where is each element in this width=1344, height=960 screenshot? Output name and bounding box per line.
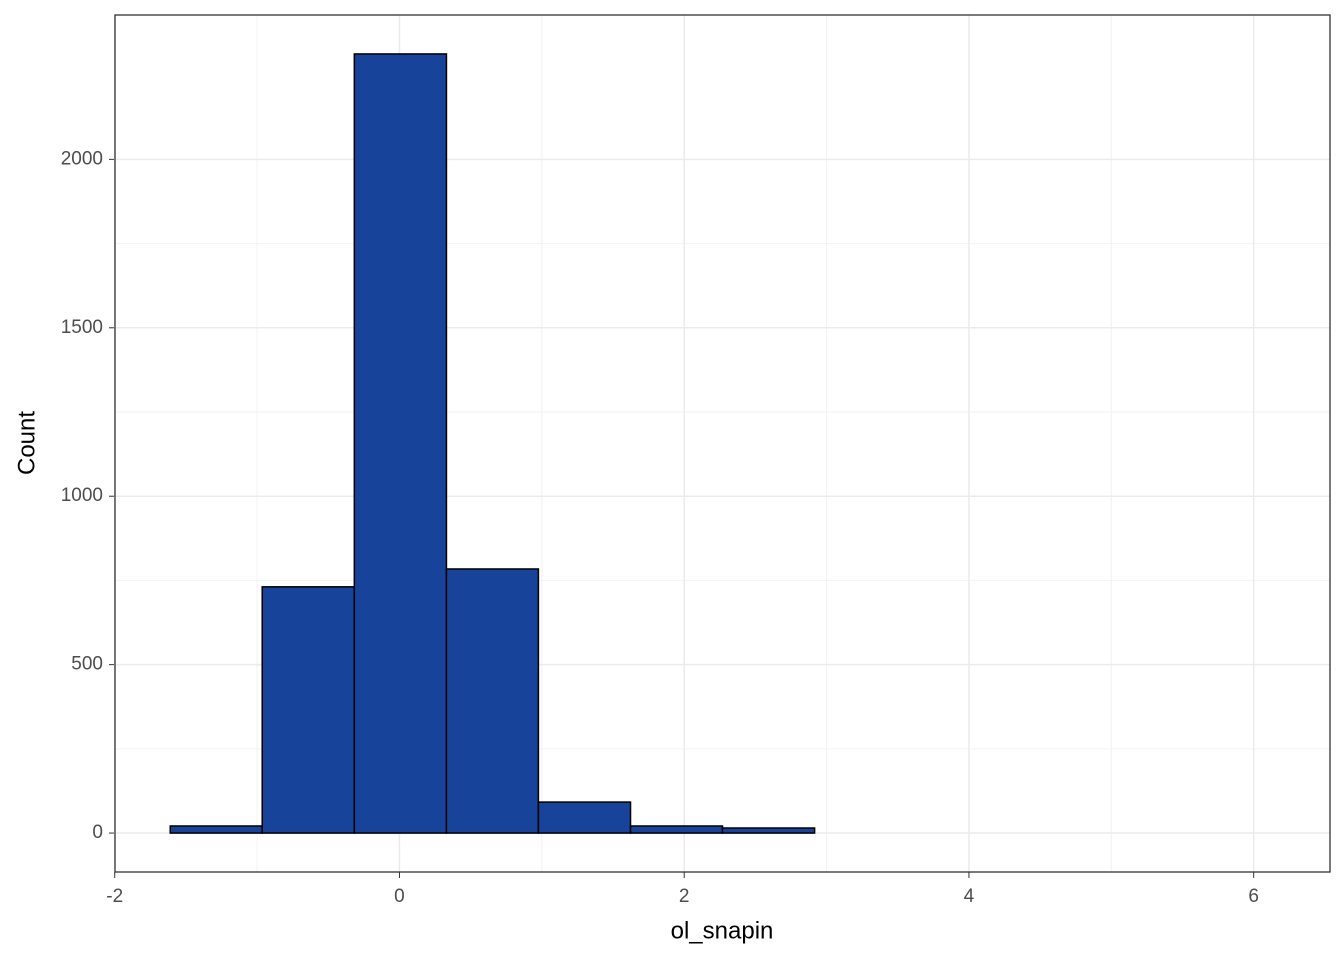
y-tick-label: 1500 [61,317,103,338]
x-tick-label: 4 [964,886,975,907]
x-tick-label: 6 [1248,886,1259,907]
bar [445,568,540,834]
bar [353,53,448,834]
y-axis-title: Count [13,411,40,475]
y-tick-label: 1000 [61,485,103,506]
y-tick-label: 2000 [61,148,103,169]
bar [261,586,356,834]
bar [169,825,263,834]
bar [721,827,816,834]
x-axis-title: ol_snapin [671,917,774,944]
x-tick-label: 0 [394,886,405,907]
y-tick-label: 500 [71,654,103,675]
bar [537,801,632,834]
x-tick-label: -2 [106,886,123,907]
x-tick-label: 2 [679,886,690,907]
plot-border [114,14,1331,873]
bar [629,825,724,834]
y-tick-label: 0 [92,822,103,843]
